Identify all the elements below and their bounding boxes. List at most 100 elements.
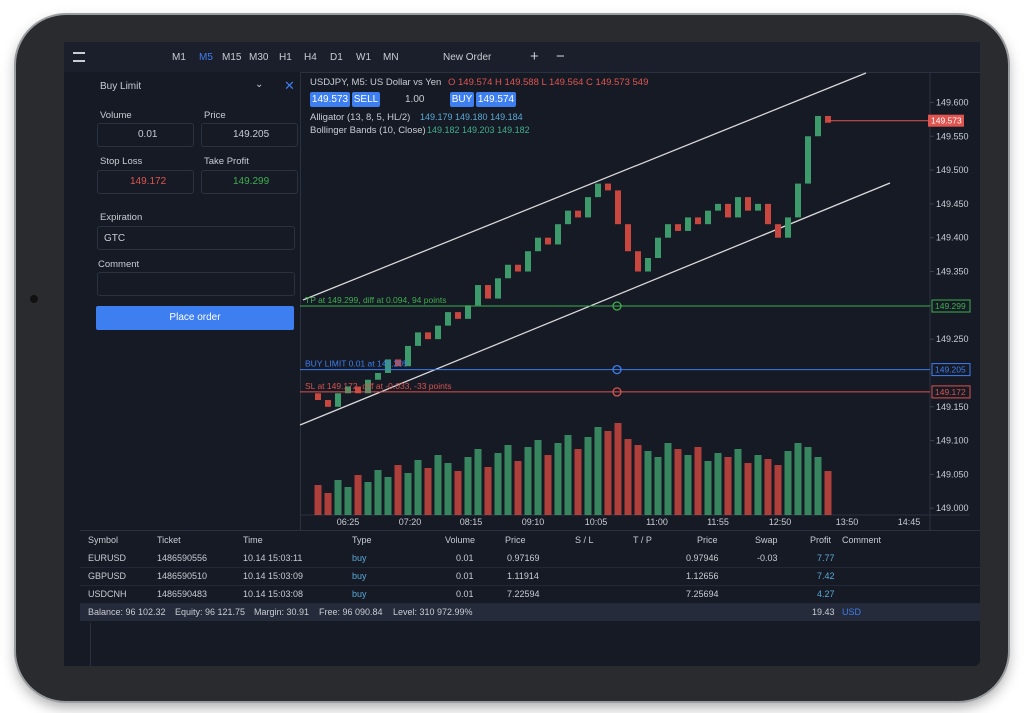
volume-bar — [804, 447, 812, 515]
candle — [395, 359, 401, 367]
candle — [525, 251, 531, 272]
candle — [655, 237, 661, 258]
x-tick-label: 12:50 — [769, 517, 792, 527]
timeframe[interactable]: W1 — [356, 52, 371, 63]
table-header: Price — [697, 535, 718, 545]
candle — [745, 197, 751, 211]
y-tick-label: 149.050 — [936, 469, 969, 479]
y-tick-label: 149.000 — [936, 503, 969, 513]
volume-bar — [354, 475, 362, 515]
candle — [445, 312, 451, 326]
timeframe[interactable]: MN — [383, 52, 399, 63]
new-order[interactable]: New Order — [443, 52, 492, 63]
input-value: 149.172 — [130, 176, 167, 187]
volume-input[interactable] — [97, 123, 194, 147]
input-value: 149.205 — [233, 129, 270, 140]
table-header: Volume — [445, 535, 476, 545]
level-value: 149.172 — [935, 387, 966, 397]
label: Stop Loss — [100, 156, 143, 167]
camera — [30, 295, 38, 303]
candle — [595, 183, 601, 198]
tp-input[interactable] — [201, 170, 298, 194]
label: Volume — [100, 110, 132, 121]
candle — [615, 190, 621, 225]
level-handle — [612, 364, 622, 375]
timeframe[interactable]: H4 — [304, 52, 317, 63]
table-cell: GBPUSD — [88, 571, 127, 581]
volume-bar — [564, 435, 572, 515]
status-bar — [80, 603, 980, 621]
order-type[interactable]: Buy Limit — [100, 81, 142, 92]
candle — [635, 251, 641, 272]
table-cell: 7.77 — [817, 553, 835, 563]
volume-bar — [614, 423, 622, 515]
indicator-name: Bollinger Bands (10, Close) — [310, 125, 426, 136]
table-cell: 1.11914 — [507, 571, 539, 581]
candle — [475, 285, 481, 306]
table-cell: 0.01 — [456, 571, 474, 581]
candle — [495, 278, 501, 299]
x-tick-label: 14:45 — [898, 517, 921, 527]
candle — [585, 197, 591, 218]
timeframe[interactable]: H1 — [279, 52, 292, 63]
candle — [425, 332, 431, 340]
volume-bar — [314, 485, 322, 515]
table-cell: 7.25694 — [686, 589, 719, 599]
zoom-in[interactable]: + — [530, 48, 539, 65]
table-cell: 1.12656 — [686, 571, 719, 581]
volume-bar — [754, 455, 762, 515]
candle — [775, 224, 781, 238]
y-tick-label: 149.550 — [936, 131, 969, 141]
price-input[interactable] — [201, 123, 298, 147]
timeframe[interactable]: D1 — [330, 52, 343, 63]
level-label: TP at 149.299, diff at 0.094, 94 points — [305, 295, 446, 305]
x-tick-label: 13:50 — [836, 517, 859, 527]
close-button[interactable]: ✕ — [284, 78, 295, 93]
table-header: Symbol — [88, 535, 119, 545]
table-cell: buy — [352, 553, 367, 563]
volume-bar — [674, 449, 682, 515]
label: Expiration — [100, 212, 143, 223]
sell-price[interactable]: 149.573 — [310, 92, 350, 107]
volume-bar — [624, 439, 632, 515]
volume-bar — [824, 471, 832, 515]
comment-input[interactable] — [97, 272, 295, 296]
volume-bar — [384, 477, 392, 515]
input-value: 0.01 — [138, 129, 158, 140]
timeframe[interactable]: M15 — [222, 52, 242, 63]
zoom-out[interactable]: − — [556, 48, 565, 65]
current-price-box — [928, 114, 964, 127]
table-cell: 1486590556 — [157, 553, 208, 563]
volume-bar — [374, 470, 382, 515]
timeframe[interactable]: M1 — [172, 52, 186, 63]
balance: Balance: 96 102.32 — [88, 607, 166, 617]
candle — [705, 210, 711, 225]
buy-price[interactable]: 149.574 — [476, 92, 516, 107]
menu-icon[interactable] — [73, 52, 85, 62]
current-price-label: 149.573 — [931, 116, 962, 126]
candle — [625, 224, 631, 252]
candle — [435, 325, 441, 340]
sell-button[interactable]: SELL — [352, 92, 380, 107]
timeframe[interactable]: M5 — [199, 52, 213, 63]
table-cell: 0.97169 — [507, 553, 540, 563]
volume-bar — [604, 431, 612, 515]
lot-size[interactable]: 1.00 — [405, 94, 425, 105]
x-tick-label: 11:55 — [707, 517, 729, 527]
table-cell: 10.14 15:03:09 — [243, 571, 304, 581]
timeframe[interactable]: M30 — [249, 52, 269, 63]
place-order-button[interactable]: Place order — [96, 306, 294, 330]
toolbar — [64, 42, 980, 73]
table-header: T / P — [633, 535, 652, 545]
candle — [695, 217, 701, 225]
label: Comment — [98, 259, 140, 270]
expiration-select[interactable] — [97, 226, 295, 250]
volume-bar — [524, 447, 532, 515]
volume-bar — [464, 457, 472, 515]
row-divider — [80, 567, 980, 568]
level-handle — [612, 387, 622, 397]
candle — [535, 237, 541, 252]
buy-button[interactable]: BUY — [450, 92, 474, 107]
sl-input[interactable] — [97, 170, 194, 194]
